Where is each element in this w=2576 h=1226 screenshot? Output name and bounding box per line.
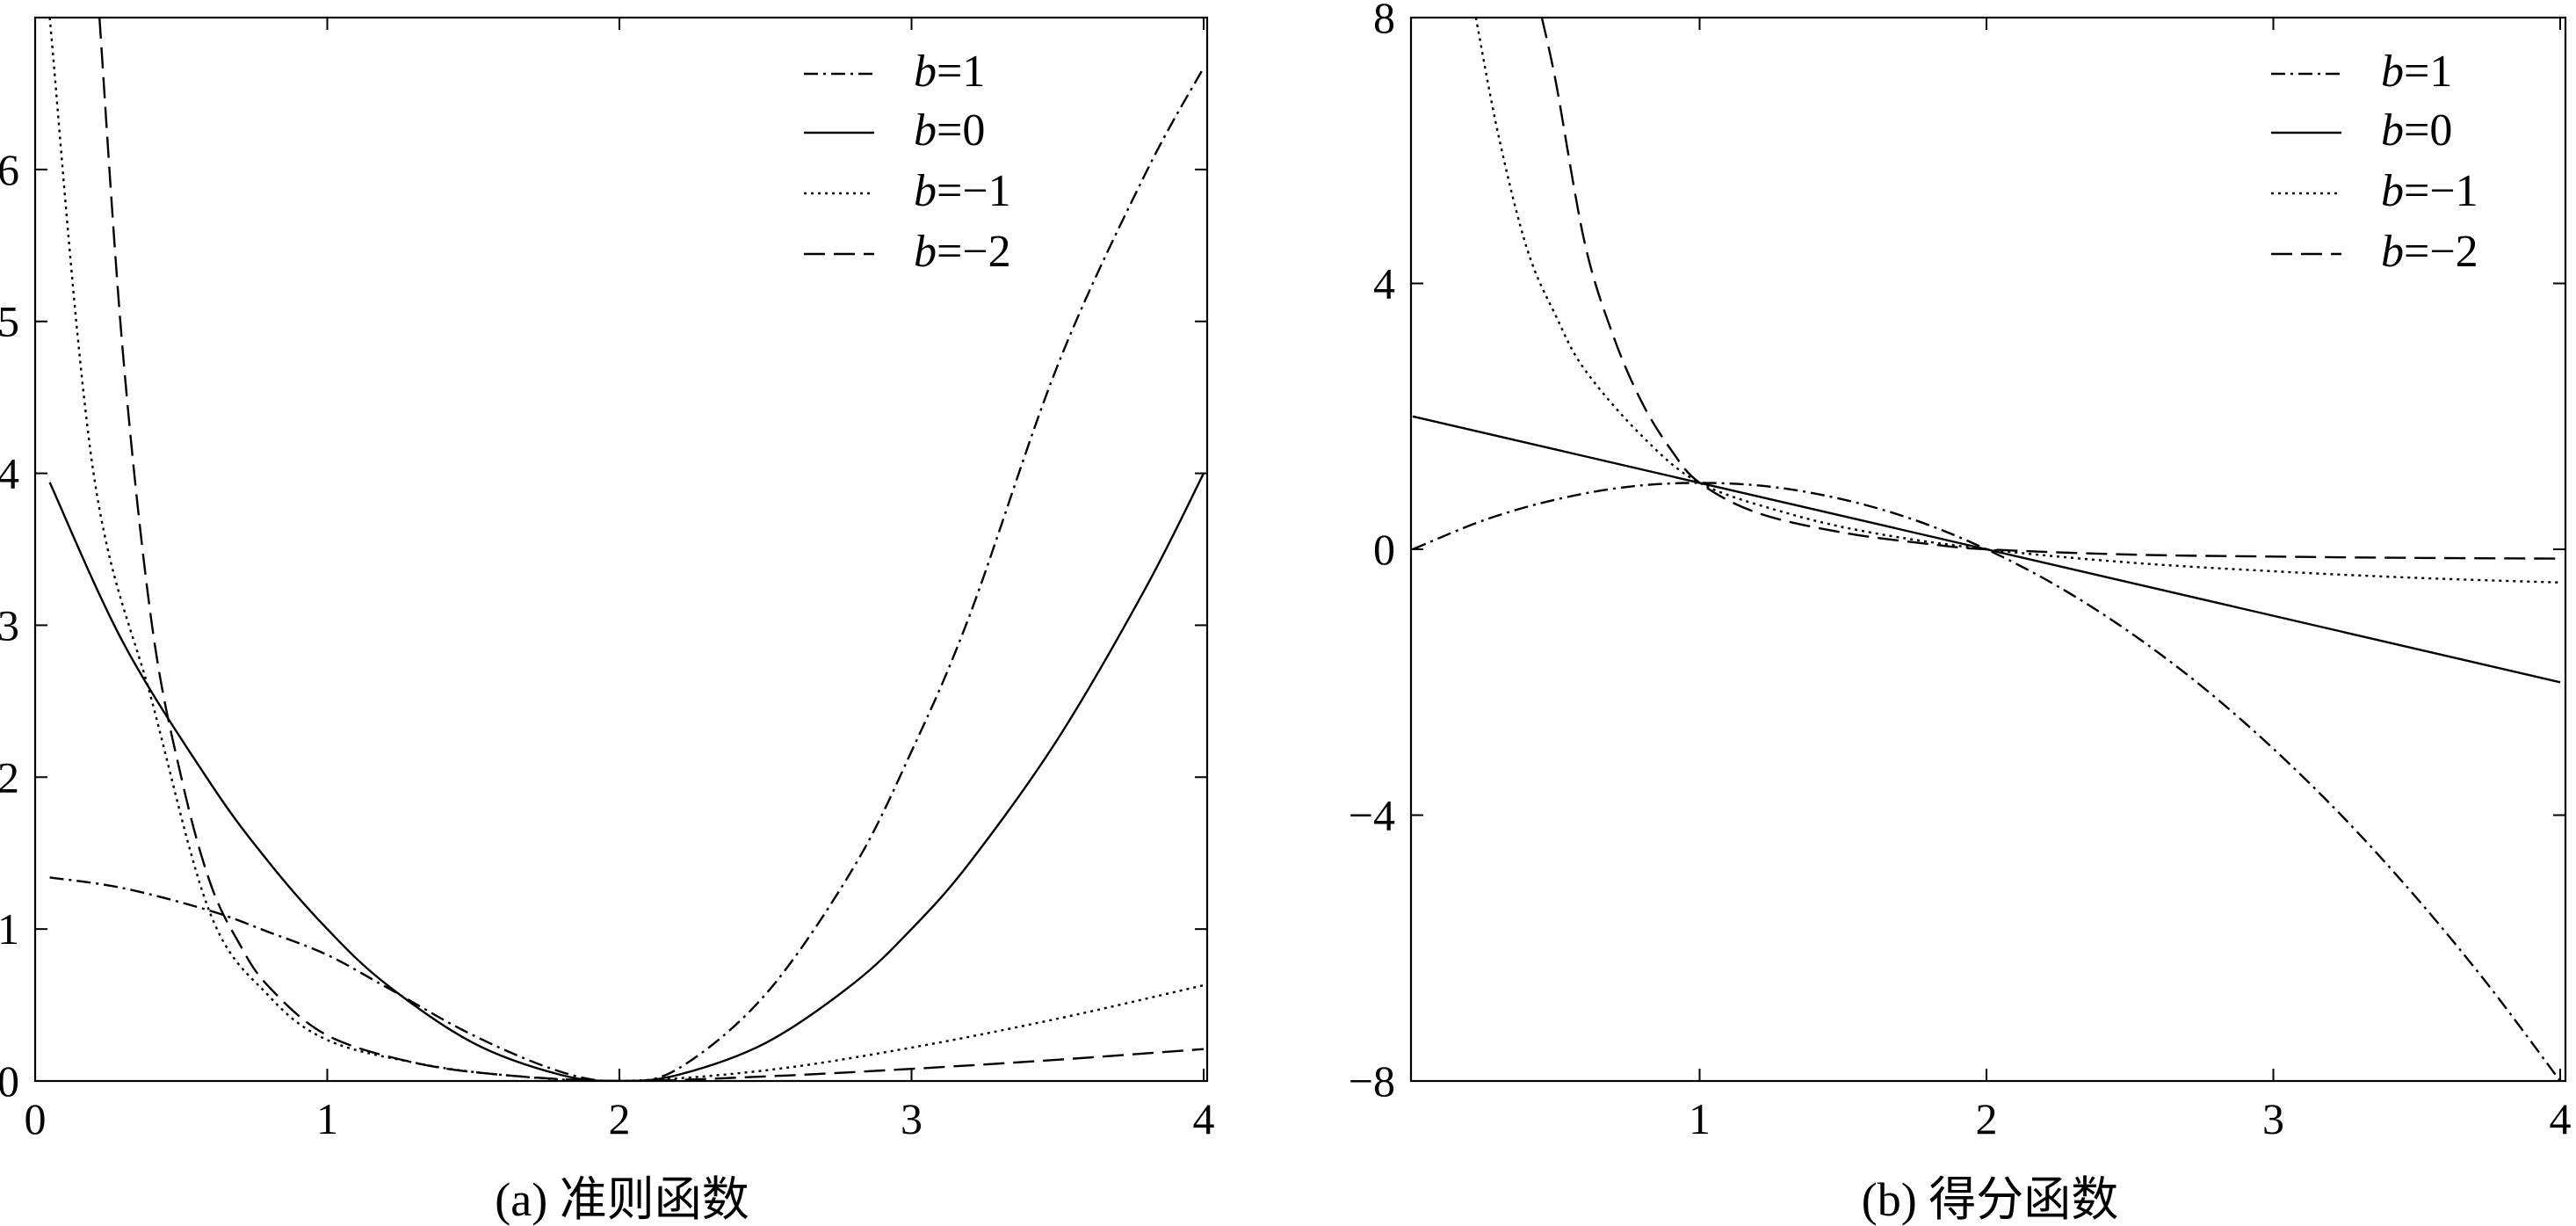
series-line-3 — [98, 18, 1205, 1081]
y-tick-label: 2 — [0, 752, 19, 802]
series-line-2 — [1474, 18, 2561, 584]
legend-label: b=−2 — [914, 227, 1011, 277]
series-line-0 — [1412, 482, 2561, 1081]
legend-label: b=1 — [2381, 47, 2452, 97]
plot-frame — [33, 16, 1209, 1083]
legend-label: b=−2 — [2381, 227, 2478, 277]
legend: b=1 b=0 b=−1 b=−2 — [804, 47, 1011, 277]
y-tick-label: 6 — [0, 145, 19, 194]
x-tick-label: 2 — [609, 1094, 631, 1143]
legend-label: b=0 — [2381, 105, 2452, 156]
y-tick-label: 0 — [1373, 525, 1395, 574]
series-line-0 — [49, 67, 1205, 1081]
series-group — [1412, 18, 2561, 1081]
y-tick-label: 8 — [1373, 0, 1395, 42]
y-tick-label: 4 — [0, 449, 19, 498]
x-tick-label: 1 — [1689, 1094, 1711, 1143]
series-line-1 — [48, 473, 1205, 1081]
legend-label: b=−1 — [2381, 166, 2478, 216]
x-tick-label: 2 — [1976, 1094, 1998, 1143]
panel-caption: (a) 准则函数 — [495, 1173, 749, 1226]
legend: b=1 b=0 b=−1 b=−2 — [2271, 47, 2478, 277]
legend-label: b=1 — [914, 47, 985, 97]
x-tick-label: 4 — [1193, 1094, 1215, 1143]
series-group — [48, 18, 1205, 1081]
series-line-2 — [48, 18, 1205, 1081]
legend-label: b=0 — [914, 105, 985, 156]
y-tick-label: 3 — [0, 600, 19, 649]
chart-panel-b: 1 2 3 4 −8 −4 0 4 8 b=1 b=0 b=−1 b=−2 (b) 得分函数 — [1349, 0, 2572, 1226]
y-tick-label: −8 — [1349, 1056, 1395, 1106]
x-tick-label: 3 — [2262, 1094, 2284, 1143]
x-tick-label: 4 — [2550, 1094, 2572, 1143]
y-tick-label: 1 — [0, 904, 19, 954]
y-tick-label: −4 — [1349, 791, 1395, 840]
x-tick-label: 1 — [316, 1094, 338, 1143]
x-tick-label: 0 — [25, 1094, 47, 1143]
y-tick-label: 5 — [0, 297, 19, 346]
legend-label: b=−1 — [914, 166, 1011, 216]
y-tick-label: 4 — [1373, 259, 1395, 308]
x-tick-label: 3 — [901, 1094, 923, 1143]
y-tick-label: 0 — [0, 1056, 19, 1106]
panel-caption: (b) 得分函数 — [1862, 1173, 2118, 1226]
chart-panel-a: 0 1 2 3 4 0 1 2 3 4 5 6 b=1 b=0 b=−1 b=−2 (a) 准则函数 — [0, 16, 1215, 1226]
series-line-3 — [1540, 18, 2561, 560]
